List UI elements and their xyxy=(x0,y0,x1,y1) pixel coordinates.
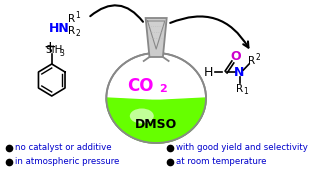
Ellipse shape xyxy=(107,53,206,143)
Text: R: R xyxy=(236,84,243,94)
Text: DMSO: DMSO xyxy=(135,118,177,130)
Text: HN: HN xyxy=(49,22,70,35)
Text: no catalyst or additive: no catalyst or additive xyxy=(15,143,112,153)
Text: H: H xyxy=(204,66,214,78)
Text: 2: 2 xyxy=(255,53,260,63)
Text: 3: 3 xyxy=(60,49,65,57)
Text: with good yield and selectivity: with good yield and selectivity xyxy=(176,143,308,153)
Text: 1: 1 xyxy=(75,11,80,19)
Ellipse shape xyxy=(130,108,154,123)
Text: O: O xyxy=(230,50,241,63)
Text: SiH: SiH xyxy=(45,45,62,55)
Text: N: N xyxy=(234,66,244,78)
Text: +: + xyxy=(43,40,56,56)
Text: R: R xyxy=(248,56,256,66)
Text: R: R xyxy=(68,26,75,36)
Polygon shape xyxy=(148,21,165,49)
Text: 2: 2 xyxy=(159,84,167,94)
Text: 2: 2 xyxy=(75,29,80,39)
Text: at room temperature: at room temperature xyxy=(176,157,267,167)
Polygon shape xyxy=(145,18,167,57)
Text: CO: CO xyxy=(127,77,153,95)
Text: in atmospheric pressure: in atmospheric pressure xyxy=(15,157,120,167)
Text: R: R xyxy=(68,14,75,24)
Polygon shape xyxy=(107,98,206,143)
Text: 1: 1 xyxy=(243,88,248,97)
